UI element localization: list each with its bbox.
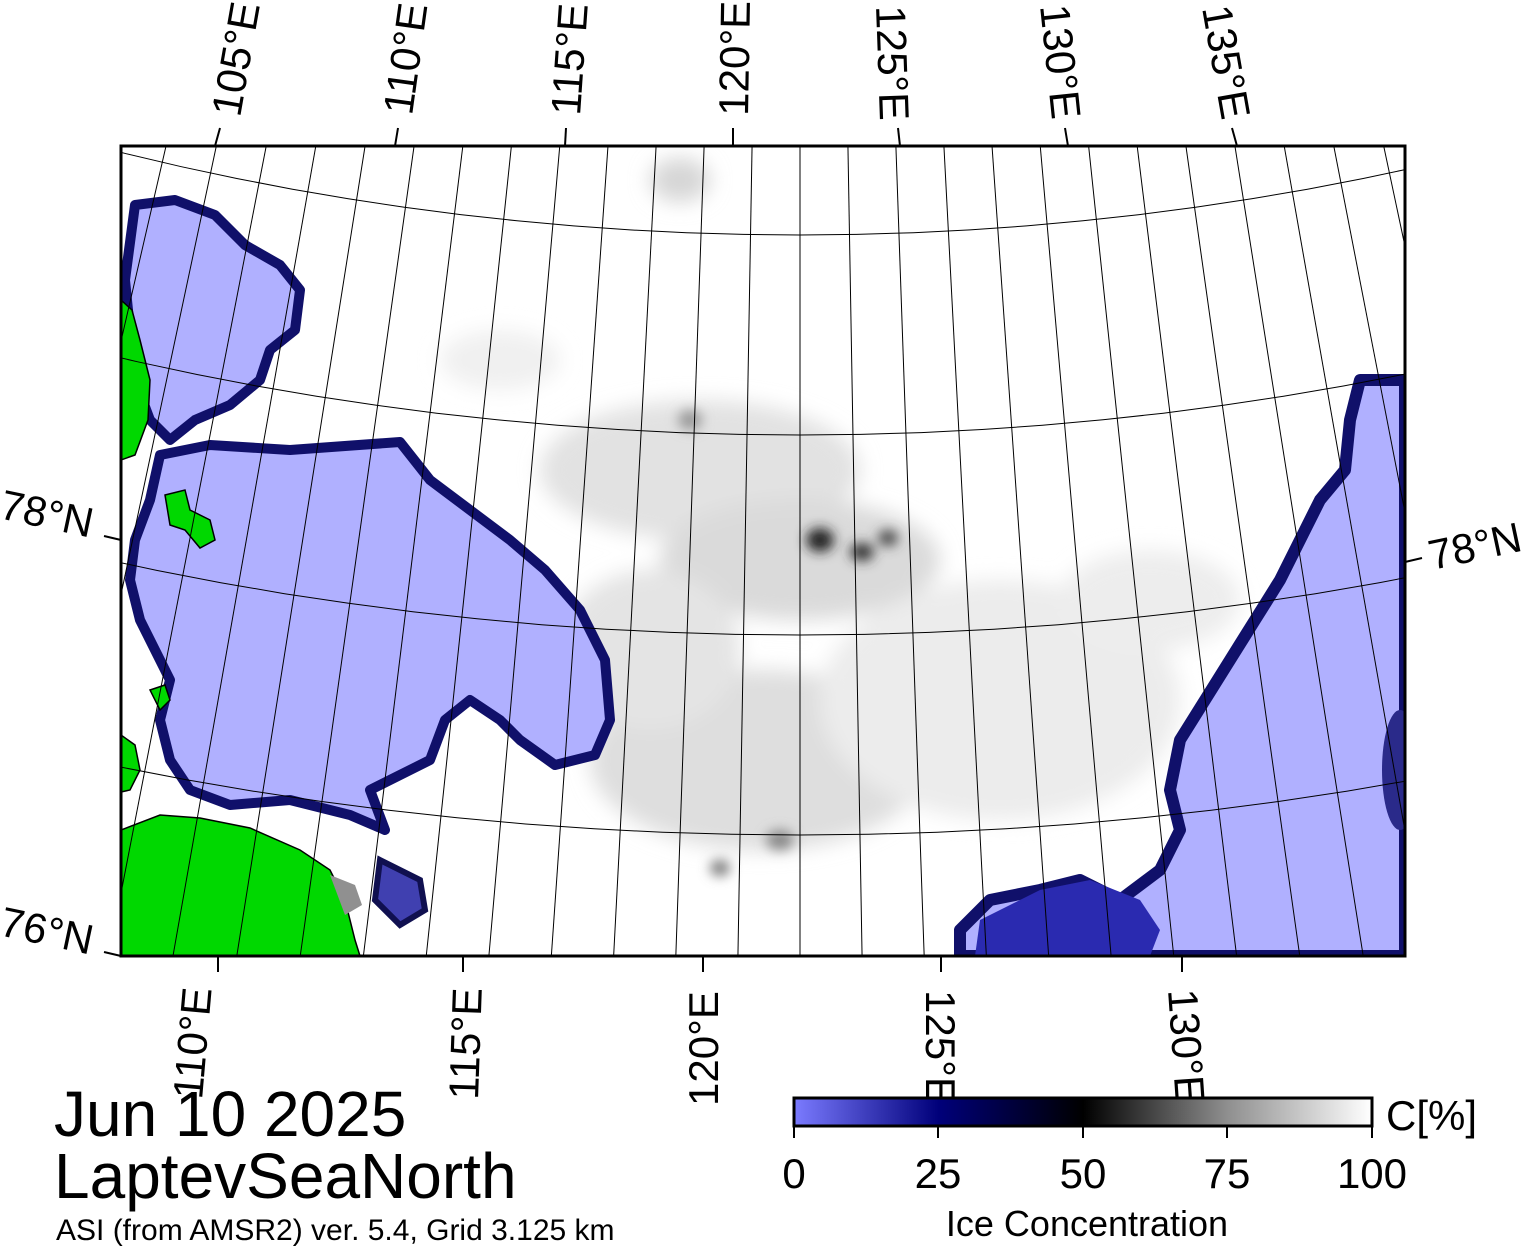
meridian-line: [362, 146, 464, 956]
meridian-line: [847, 146, 863, 956]
map-area: [0, 0, 1528, 990]
colorbar-title: Ice Concentration: [946, 1203, 1228, 1244]
parallel-line: [121, 766, 1405, 836]
meridian-line: [1473, 0, 1528, 974]
meridian-line: [1234, 146, 1364, 956]
map-frame: [119, 144, 1407, 958]
lon-label-bottom-110: 110°E: [164, 985, 221, 1100]
colorbar-tick-100: 100: [1337, 1150, 1407, 1197]
meridian-line: [1088, 146, 1175, 956]
east-open-water: [954, 374, 1405, 956]
meridian-line: [943, 146, 987, 956]
meridian-line: [737, 146, 753, 956]
region-name: LaptevSeaNorth: [54, 1140, 517, 1212]
colorbar-gradient: [792, 1096, 1374, 1128]
lon-label-top-120: 120°E: [710, 0, 759, 116]
lat-label-left-78: 78°N: [0, 481, 98, 546]
meridian-line: [1333, 146, 1405, 516]
colorbar-unit-label: C[%]: [1386, 1092, 1477, 1139]
meridian-line: [1039, 146, 1112, 956]
ice-texture: [440, 158, 1240, 850]
meridian-line: [1283, 146, 1405, 835]
meridian-line: [895, 146, 925, 956]
lon-labels-bottom: 110°E 115°E 120°E 125°E 130°E: [164, 985, 1214, 1106]
colorbar-tick-75: 75: [1204, 1150, 1251, 1197]
lon-label-top-135: 135°E: [1193, 1, 1259, 122]
lon-label-bottom-115: 115°E: [440, 987, 491, 1100]
lat-label-right-78: 78°N: [1424, 513, 1526, 578]
lon-label-bottom-120: 120°E: [680, 991, 727, 1106]
meridian-line: [1517, 0, 1528, 957]
meridian-line: [488, 146, 561, 956]
meridian-line: [299, 146, 415, 956]
meridian-line: [172, 146, 317, 956]
meridian-line: [1185, 146, 1301, 956]
parallel-line: [121, 151, 1405, 236]
lon-label-bottom-130: 130°E: [1159, 987, 1214, 1105]
graticule: [0, 0, 1528, 990]
meridian-line: [236, 146, 366, 956]
lon-label-top-130: 130°E: [1031, 2, 1090, 121]
meridian-line: [0, 0, 83, 957]
colorbar-ticks: [793, 1126, 1373, 1138]
land: [121, 298, 362, 956]
dark-ice-patches: [678, 410, 898, 876]
meridian-line: [550, 146, 609, 956]
parallel-line: [121, 562, 1405, 636]
lat-label-left-76: 76°N: [0, 898, 98, 963]
product-info: ASI (from AMSR2) ver. 5.4, Grid 3.125 km: [56, 1214, 615, 1247]
colorbar-tick-50: 50: [1060, 1150, 1107, 1197]
parallel-line: [121, 357, 1405, 436]
lon-labels-top: 105°E 110°E 115°E 120°E 125°E 130°E 135°…: [203, 0, 1260, 123]
lon-label-bottom-125: 125°E: [917, 990, 964, 1105]
meridian-line: [991, 146, 1050, 956]
meridian-line: [1429, 0, 1528, 990]
meridian-line: [425, 146, 512, 956]
lon-label-top-110: 110°E: [374, 0, 436, 117]
lon-label-top-125: 125°E: [867, 5, 918, 121]
meridian-line: [1136, 146, 1238, 956]
lon-label-top-105: 105°E: [203, 0, 269, 120]
colorbar-tick-0: 0: [782, 1150, 805, 1197]
colorbar-tick-25: 25: [915, 1150, 962, 1197]
colorbar: C[%] 0 25 50 75 100 Ice Concentration: [782, 1092, 1477, 1244]
meridian-line: [121, 146, 217, 597]
frame-ticks: [103, 127, 1423, 972]
meridian-line: [613, 146, 657, 956]
map-date: Jun 10 2025: [54, 1078, 407, 1150]
meridian-line: [675, 146, 705, 956]
lon-label-top-115: 115°E: [542, 2, 597, 117]
meridian-line: [0, 0, 40, 938]
meridian-line: [121, 146, 267, 896]
